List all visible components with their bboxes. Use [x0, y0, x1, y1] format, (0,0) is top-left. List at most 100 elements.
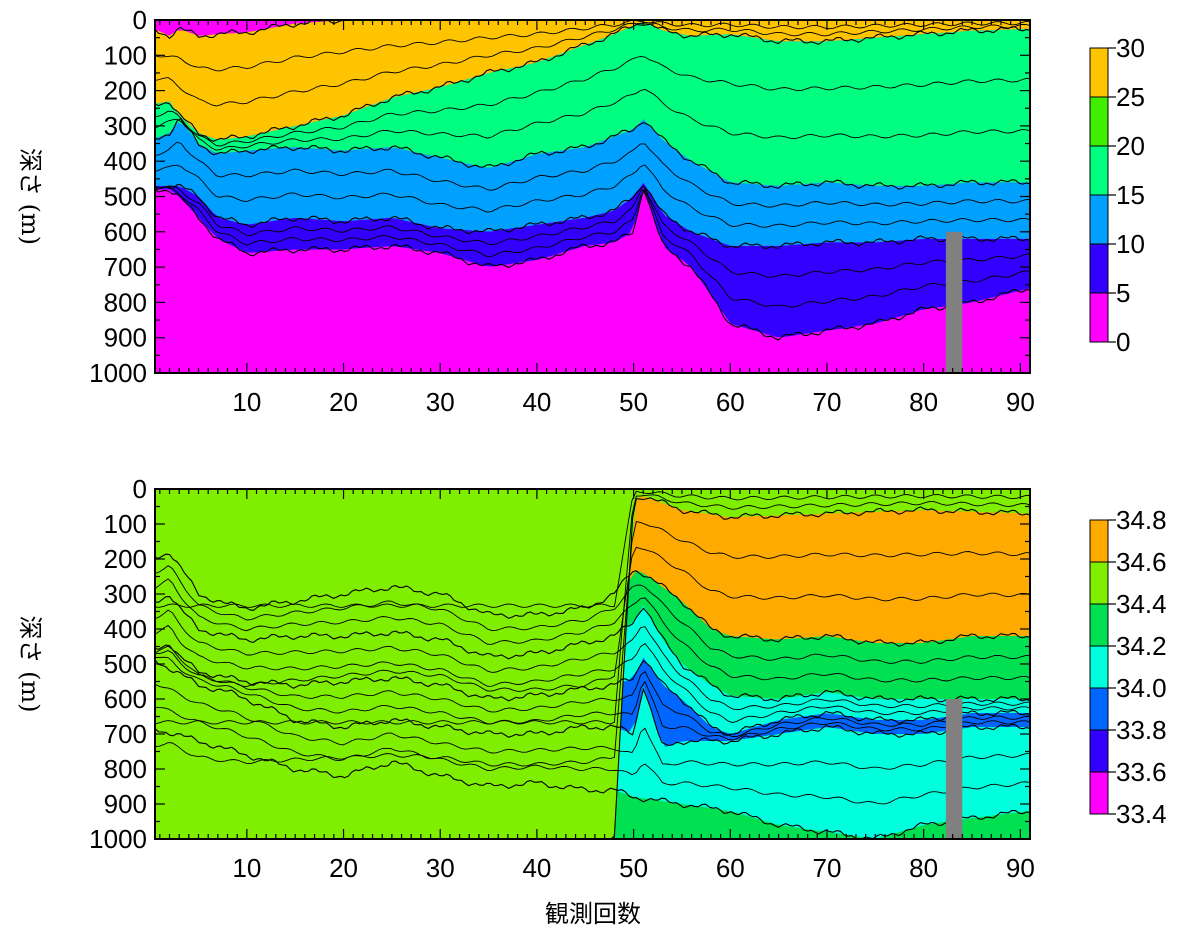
y-tick-label: 500 — [104, 182, 147, 212]
x-tick-label: 80 — [909, 387, 938, 417]
colorbar-tick-label: 0 — [1116, 327, 1130, 357]
contour-line — [155, 656, 1030, 741]
contour-line — [155, 683, 1030, 770]
colorbar-swatch — [1089, 603, 1109, 647]
x-tick-label: 40 — [522, 853, 551, 883]
contour-line — [155, 596, 1030, 703]
y-tick-label: 300 — [104, 111, 147, 141]
x-tick-label: 60 — [716, 853, 745, 883]
missing-data-block — [945, 699, 963, 839]
colorbar-swatch — [1089, 47, 1109, 98]
colorbar-tick-label: 34.4 — [1116, 589, 1167, 619]
contour-line — [155, 649, 1030, 737]
y-tick-label: 0 — [133, 474, 147, 504]
x-tick-label: 60 — [716, 387, 745, 417]
contour-line — [155, 497, 1030, 839]
y-tick-label: 700 — [104, 719, 147, 749]
y-tick-label: 900 — [104, 789, 147, 819]
x-tick-label: 10 — [232, 387, 261, 417]
colorbar-tick-label: 5 — [1116, 278, 1130, 308]
contour-line — [155, 164, 1030, 228]
colorbar-tick-label: 34.6 — [1116, 547, 1167, 577]
contour-field — [155, 20, 1030, 373]
x-tick-label: 30 — [426, 387, 455, 417]
y-tick-label: 500 — [104, 649, 147, 679]
y-axis-title: 深さ (m) — [16, 615, 44, 712]
y-tick-label: 400 — [104, 146, 147, 176]
colorbar-tick-label: 33.8 — [1116, 715, 1167, 745]
contour-band — [155, 489, 1030, 839]
y-axis-title: 深さ (m) — [16, 148, 44, 245]
colorbar-swatch — [1089, 145, 1109, 196]
contour-line — [155, 546, 1030, 692]
y-tick-label: 300 — [104, 579, 147, 609]
x-tick-label: 20 — [329, 387, 358, 417]
colorbar-tick-label: 33.6 — [1116, 757, 1167, 787]
y-tick-label: 600 — [104, 217, 147, 247]
contour-line — [155, 494, 1030, 725]
y-tick-label: 100 — [104, 509, 147, 539]
y-tick-label: 200 — [104, 544, 147, 574]
x-tick-label: 30 — [426, 853, 455, 883]
colorbar-swatch — [1089, 645, 1109, 689]
colorbar-tick-label: 34.8 — [1116, 505, 1167, 535]
colorbar-swatch — [1089, 243, 1109, 294]
contour-line — [155, 609, 1030, 711]
x-tick-label: 10 — [232, 853, 261, 883]
colorbar-swatch — [1089, 561, 1109, 605]
colorbar-swatch — [1089, 771, 1109, 815]
y-tick-label: 1000 — [89, 824, 147, 854]
contour-line — [155, 565, 1030, 664]
y-tick-label: 1000 — [89, 358, 147, 388]
temperature-panel: 10 20 30 40 50 60 70 80 900100200300400500600700… — [16, 5, 1145, 417]
contour-line — [155, 659, 1030, 747]
contour-line — [155, 521, 1030, 767]
colorbar-tick-label: 20 — [1116, 131, 1145, 161]
contour-line — [155, 117, 1030, 190]
x-tick-label: 20 — [329, 853, 358, 883]
contour-band — [155, 21, 1030, 186]
colorbar-tick-label: 30 — [1116, 33, 1145, 63]
contour-line — [155, 728, 1030, 839]
colorbar-tick-label: 15 — [1116, 180, 1145, 210]
y-tick-label: 900 — [104, 323, 147, 353]
contour-line — [155, 185, 1030, 278]
colorbar-swatch — [1089, 519, 1109, 563]
contour-line — [155, 23, 1030, 142]
x-tick-label: 40 — [522, 387, 551, 417]
colorbar-tick-label: 34.0 — [1116, 673, 1167, 703]
x-tick-label: 90 — [1006, 387, 1035, 417]
y-tick-label: 200 — [104, 76, 147, 106]
x-tick-label: 70 — [813, 387, 842, 417]
x-tick-label: 50 — [619, 387, 648, 417]
contour-line — [155, 188, 1030, 341]
x-axis-title: 観測回数 — [545, 900, 641, 928]
colorbar-tick-label: 25 — [1116, 82, 1145, 112]
missing-data-block — [945, 231, 963, 373]
x-tick-label: 90 — [1006, 853, 1035, 883]
y-tick-label: 400 — [104, 614, 147, 644]
y-tick-label: 800 — [104, 287, 147, 317]
contour-line — [155, 490, 1030, 608]
contour-line — [155, 644, 1030, 736]
colorbar-swatch — [1089, 292, 1109, 343]
colorbar-tick-label: 10 — [1116, 229, 1145, 259]
contour-line — [155, 141, 1030, 208]
y-tick-label: 100 — [104, 40, 147, 70]
contour-line — [155, 706, 1030, 805]
salinity-panel: 10 20 30 40 50 60 70 80 900100200300400500600700… — [16, 474, 1167, 883]
colorbar-swatch — [1089, 96, 1109, 147]
contour-line — [155, 55, 1030, 147]
y-tick-label: 800 — [104, 754, 147, 784]
colorbar-tick-label: 33.4 — [1116, 799, 1167, 829]
contour-line — [155, 22, 1030, 107]
y-tick-label: 0 — [133, 5, 147, 35]
contour-band — [155, 186, 1030, 373]
contour-band — [155, 496, 1030, 839]
contour-line — [155, 20, 1030, 40]
contour-line — [155, 186, 1030, 308]
x-tick-label: 50 — [619, 853, 648, 883]
contour-field — [155, 489, 1030, 839]
contour-line — [155, 624, 1030, 723]
